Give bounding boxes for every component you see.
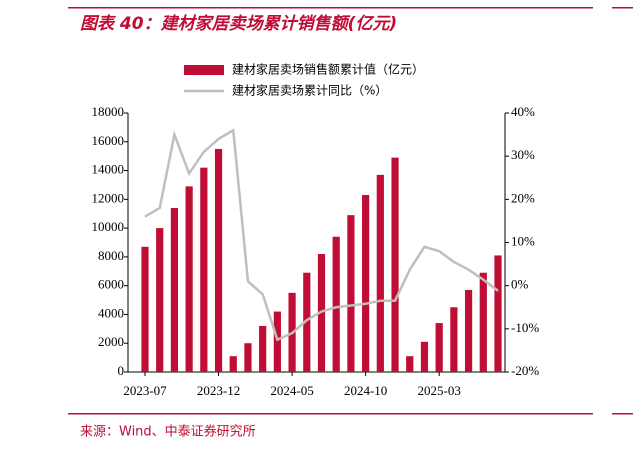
bar <box>303 272 311 372</box>
y-tick-label: 10000 <box>92 219 125 234</box>
bar <box>244 343 252 372</box>
y2-tick-label: 0% <box>511 277 529 292</box>
bar <box>170 207 179 372</box>
y-tick-label: 14000 <box>92 162 125 177</box>
bar <box>347 215 355 372</box>
y2-tick-label: -10% <box>511 320 539 335</box>
source: 来源：Wind、中泰证券研究所 <box>80 424 256 440</box>
bar <box>376 174 384 372</box>
x-tick-label: 2023-07 <box>123 383 167 398</box>
y-tick-label: 8000 <box>98 248 124 263</box>
bar <box>406 356 414 372</box>
line <box>144 128 499 342</box>
bar <box>214 148 223 372</box>
y-tick-label: 2000 <box>98 334 124 349</box>
y-tick-label: 6000 <box>98 277 124 292</box>
bar <box>362 195 370 372</box>
y2-tick-label: 10% <box>511 233 535 248</box>
bar <box>494 255 502 372</box>
chart-title: 图表 40：建材家居卖场累计销售额(亿元) <box>80 14 397 34</box>
y-tick-label: 16000 <box>92 133 125 148</box>
top-rule-next <box>612 7 633 9</box>
y-tick-label: 12000 <box>92 190 125 205</box>
bar <box>435 323 443 372</box>
y-tick-label: 0 <box>118 363 125 378</box>
bar <box>229 356 237 372</box>
bar <box>391 157 399 372</box>
y-tick-label: 4000 <box>98 305 124 320</box>
legend-swatch <box>184 65 224 75</box>
top-rule <box>68 7 593 9</box>
x-tick-label: 2024-05 <box>270 383 313 398</box>
bottom-rule-next <box>612 413 633 415</box>
y2-tick-label: 40% <box>511 104 535 119</box>
y-tick-label: 18000 <box>92 104 125 119</box>
x-tick-label: 2024-10 <box>344 383 387 398</box>
bar <box>479 272 487 372</box>
y2-tick-label: 30% <box>511 147 535 162</box>
x-tick-label: 2025-03 <box>417 383 460 398</box>
x-tick-label: 2023-12 <box>197 383 240 398</box>
bar <box>420 341 429 372</box>
y2-tick-label: -20% <box>511 363 539 378</box>
bottom-rule <box>68 413 593 415</box>
bar <box>464 289 473 372</box>
bar <box>185 186 193 372</box>
bar <box>332 236 340 372</box>
bar <box>156 228 164 372</box>
bar <box>200 167 208 372</box>
bar <box>259 325 267 372</box>
legend-label: 建材家居卖场销售额累计值（亿元） <box>232 62 424 77</box>
y2-tick-label: 20% <box>511 190 535 205</box>
legend-label: 建材家居卖场累计同比（%） <box>232 83 387 98</box>
bar <box>141 246 149 372</box>
bar <box>450 307 458 372</box>
bar <box>273 311 281 372</box>
